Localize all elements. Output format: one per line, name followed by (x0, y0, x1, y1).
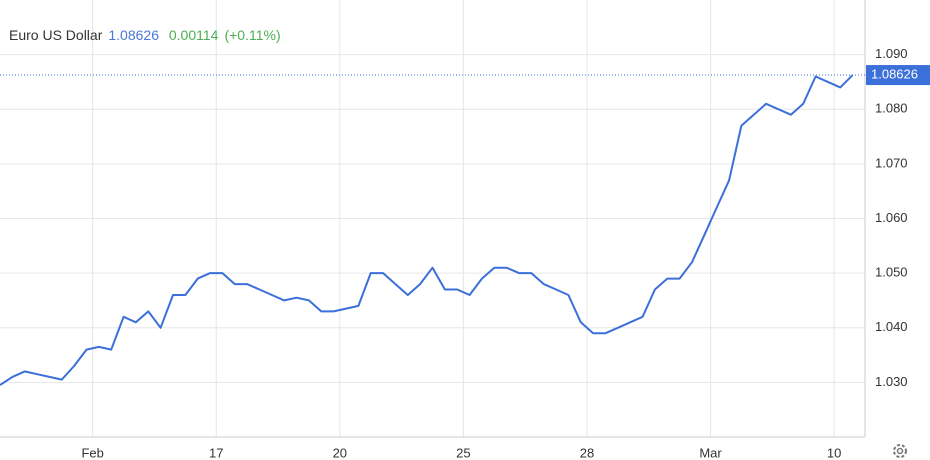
x-tick-label: 10 (827, 445, 841, 460)
last-price-label: 1.08626 (871, 66, 918, 81)
y-tick-label: 1.080 (875, 101, 908, 116)
last-price: 1.08626 (108, 27, 159, 43)
change: 0.00114 (168, 27, 219, 43)
instrument-name: Euro US Dollar (9, 27, 103, 43)
x-tick-label: Feb (81, 445, 103, 460)
y-tick-label: 1.060 (875, 210, 908, 225)
x-tick-label: 25 (456, 445, 470, 460)
settings-icon[interactable] (893, 444, 907, 458)
y-tick-label: 1.090 (875, 46, 908, 61)
x-tick-label: Mar (699, 445, 722, 460)
y-tick-label: 1.050 (875, 265, 908, 280)
x-tick-label: 28 (580, 445, 594, 460)
change-pct: (+0.11%) (224, 27, 281, 43)
last-price-box (866, 65, 930, 86)
x-tick-label: 20 (333, 445, 347, 460)
header: Euro US Dollar 1.08626 0.00114 (+0.11%) (9, 27, 287, 43)
y-tick-label: 1.070 (875, 155, 908, 170)
price-line (0, 74, 854, 386)
y-tick-label: 1.030 (875, 374, 908, 389)
y-tick-label: 1.040 (875, 319, 908, 334)
x-tick-label: 17 (209, 445, 223, 460)
